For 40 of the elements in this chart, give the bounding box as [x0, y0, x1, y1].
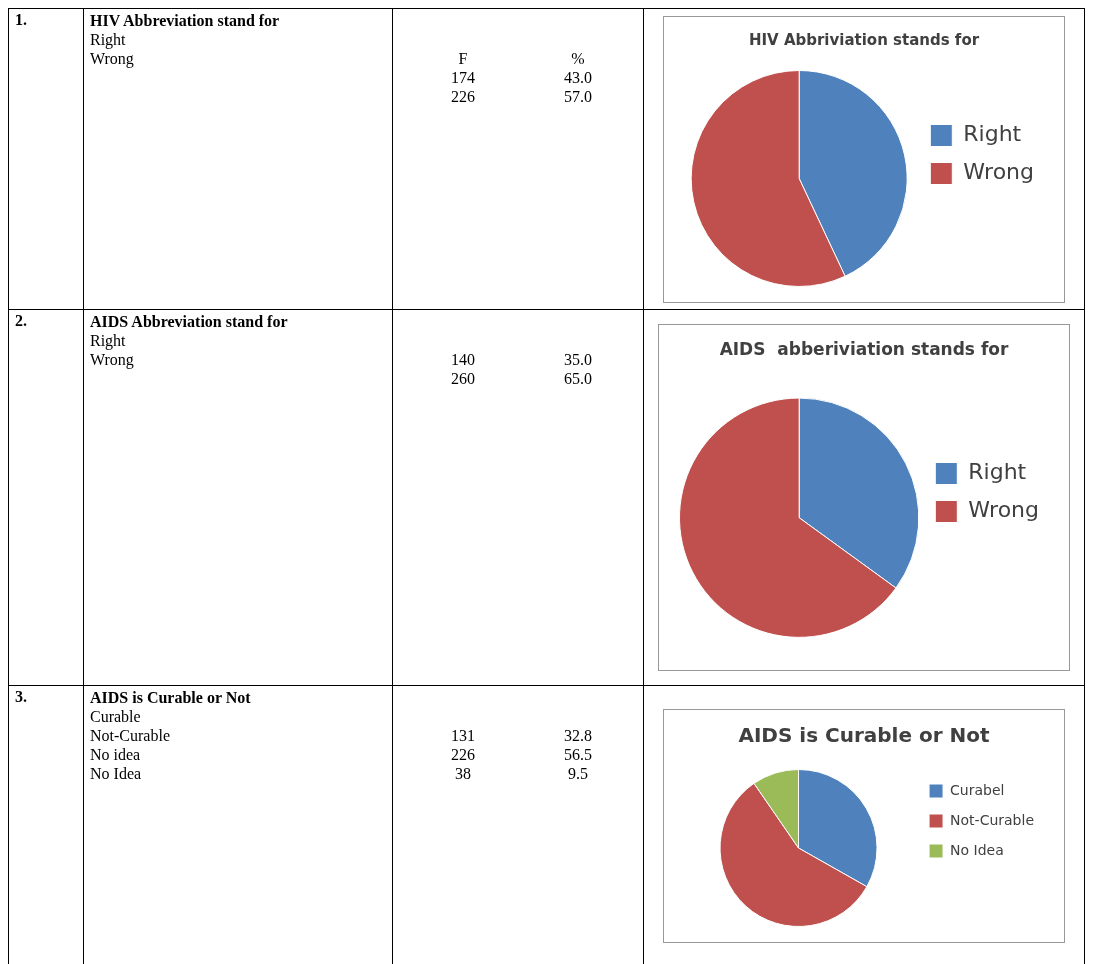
- text: HIV Abbreviation stand for: [90, 11, 281, 30]
- text: 226: [450, 87, 476, 106]
- category-label: Right: [90, 331, 127, 350]
- text: 260: [450, 369, 476, 388]
- legend-label: No Idea: [950, 841, 1004, 858]
- legend-label: Right: [968, 459, 1027, 485]
- category-label: Wrong: [90, 49, 135, 68]
- text: 43.0: [563, 68, 593, 87]
- category-label: No Idea: [90, 764, 143, 783]
- category-label: No idea: [90, 745, 142, 764]
- text: 35.0: [563, 350, 593, 369]
- legend-label: Wrong: [963, 158, 1035, 184]
- text: 9.5: [567, 764, 589, 783]
- category-label: Right: [90, 30, 127, 49]
- text: 57.0: [563, 87, 593, 106]
- text: 65.0: [563, 369, 593, 388]
- text: 3.: [15, 688, 28, 706]
- text: 32.8: [563, 726, 593, 745]
- text: 56.5: [563, 745, 593, 764]
- legend-label: Wrong: [968, 497, 1040, 523]
- chart-title: AIDS abberiviation stands for: [719, 338, 1009, 359]
- text: AIDS Abbreviation stand for: [90, 312, 289, 331]
- text: AIDS is Curable or Not: [90, 688, 252, 707]
- category-label: Curable: [90, 707, 142, 726]
- text: 174: [450, 68, 476, 87]
- chart-title: AIDS is Curable or Not: [738, 723, 991, 748]
- text: 226: [450, 745, 476, 764]
- legend-label: Curabel: [950, 781, 1005, 798]
- category-label: Wrong: [90, 350, 135, 369]
- text: F: [457, 49, 469, 68]
- text: 1.: [15, 11, 28, 29]
- legend-label: Right: [963, 120, 1022, 146]
- text: 2.: [15, 312, 28, 330]
- text: 131: [450, 726, 476, 745]
- legend-label: Not-Curable: [950, 811, 1034, 828]
- text: 140: [450, 350, 476, 369]
- category-label: Not-Curable: [90, 726, 171, 745]
- text: %: [570, 49, 586, 68]
- chart-title: HIV Abbriviation stands for: [748, 30, 980, 49]
- text: 38: [454, 764, 472, 783]
